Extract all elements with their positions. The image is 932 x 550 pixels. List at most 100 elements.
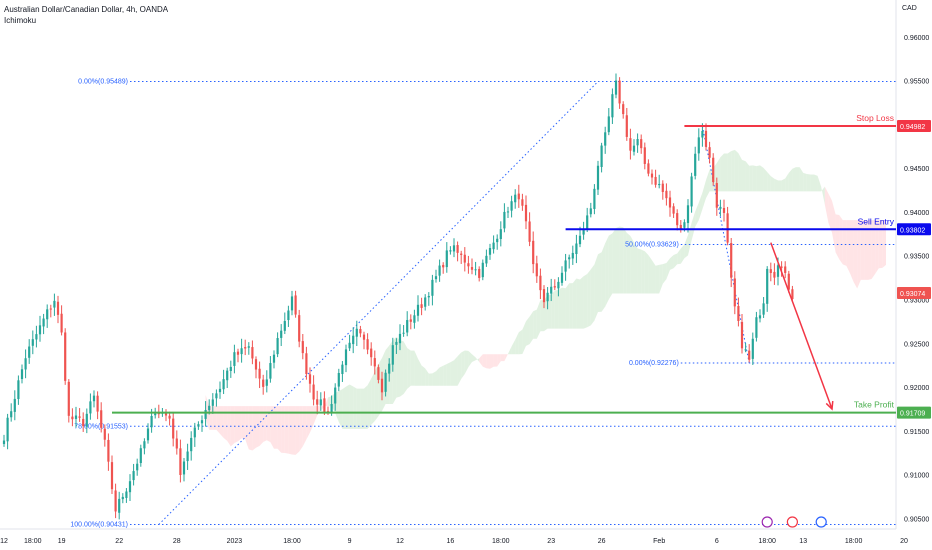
candle-body: [172, 418, 175, 439]
candle-body: [337, 373, 340, 387]
cloud-segment: [490, 354, 494, 369]
cloud-segment: [464, 350, 469, 374]
cloud-segment: [270, 406, 274, 449]
fib-trendline: [158, 81, 599, 525]
candle-body: [654, 176, 657, 185]
candle-body: [236, 351, 240, 355]
candle-body: [618, 80, 621, 104]
candle-body: [578, 235, 582, 245]
cloud-segment: [623, 227, 627, 294]
cloud-segment: [425, 368, 429, 386]
candle-body: [258, 368, 261, 379]
candle-body: [269, 363, 272, 379]
x-tick-label: 23: [547, 538, 555, 545]
y-tick-label: 0.92000: [904, 385, 929, 392]
ichimoku-cloud: [205, 149, 886, 455]
y-tick-label: 0.91000: [904, 473, 929, 480]
cloud-segment: [594, 254, 598, 321]
x-tick-label: 22: [115, 538, 123, 545]
cloud-segment: [248, 406, 253, 451]
candle-body: [661, 183, 664, 193]
candle-body: [46, 309, 49, 320]
candle-body: [71, 416, 74, 420]
candle-body: [539, 275, 542, 291]
x-tick-label: 12: [396, 538, 404, 545]
candle-body: [686, 205, 690, 224]
earnings-event-icon: [786, 516, 799, 528]
cloud-segment: [580, 276, 584, 329]
candle-body: [715, 183, 718, 208]
cloud-segment: [734, 149, 739, 192]
projection-arrow-line: [770, 242, 833, 410]
candle-body: [222, 379, 225, 390]
cloud-segment: [526, 316, 530, 346]
cloud-segment: [590, 264, 595, 326]
candle-body: [211, 399, 214, 406]
cloud-segment: [346, 384, 350, 429]
cloud-segment: [277, 406, 282, 453]
cloud-segment: [428, 373, 433, 386]
candle-body: [233, 352, 236, 366]
candle-body: [13, 398, 16, 412]
candle-body: [650, 173, 654, 178]
chart-title: Australian Dollar/Canadian Dollar, 4h, O…: [4, 5, 169, 14]
cloud-segment: [450, 360, 454, 386]
cloud-segment: [403, 341, 408, 394]
candle-body: [139, 448, 142, 464]
cloud-segment: [410, 350, 415, 386]
cloud-segment: [457, 352, 462, 386]
x-tick-label: 20: [900, 538, 908, 545]
cloud-segment: [601, 243, 606, 312]
candle-body: [366, 339, 369, 350]
candle-body: [528, 221, 531, 242]
candle-body: [701, 130, 704, 138]
x-tick-label: 6: [715, 538, 719, 545]
candle-body: [168, 415, 171, 419]
x-tick-label: 28: [173, 538, 181, 545]
cloud-segment: [418, 358, 422, 386]
cloud-segment: [436, 367, 440, 386]
candle-body: [496, 238, 499, 243]
cloud-segment: [680, 244, 685, 264]
candle-body: [312, 384, 315, 400]
cloud-segment: [871, 220, 876, 279]
cloud-segment: [583, 273, 588, 329]
cloud-segment: [230, 406, 235, 447]
candle-body: [416, 304, 420, 316]
cloud-segment: [853, 220, 858, 289]
cloud-segment: [558, 287, 562, 329]
candles: [2, 73, 794, 520]
cloud-segment: [637, 248, 642, 294]
y-tick-label: 0.95500: [904, 79, 929, 86]
candle-body: [467, 263, 470, 267]
candle-body: [2, 440, 6, 445]
cloud-segment: [662, 262, 667, 284]
candle-body: [150, 415, 153, 428]
candle-body: [370, 348, 373, 358]
last-price-tag: [897, 287, 931, 300]
cloud-segment: [324, 397, 328, 408]
dividend-event-icon: [761, 516, 773, 528]
candle-body: [733, 278, 736, 307]
candle-body: [481, 262, 484, 278]
cloud-segment: [306, 406, 310, 440]
candle-body: [323, 398, 326, 412]
cloud-segment: [688, 222, 692, 256]
candle-body: [121, 496, 124, 500]
cloud-segment: [220, 406, 224, 438]
cloud-segment: [547, 294, 552, 329]
cloud-segment: [407, 347, 411, 389]
cloud-segment: [659, 264, 663, 294]
cloud-segment: [677, 248, 681, 265]
candle-body: [265, 379, 268, 386]
candle-body: [362, 334, 366, 340]
y-tick-label: 0.93500: [904, 254, 929, 261]
candle-body: [625, 115, 628, 137]
take-profit-price-text: 0.91709: [900, 411, 925, 418]
candle-body: [769, 269, 772, 273]
candle-body: [521, 199, 524, 206]
last-price-text: 0.93074: [900, 291, 925, 298]
cloud-segment: [781, 178, 786, 192]
